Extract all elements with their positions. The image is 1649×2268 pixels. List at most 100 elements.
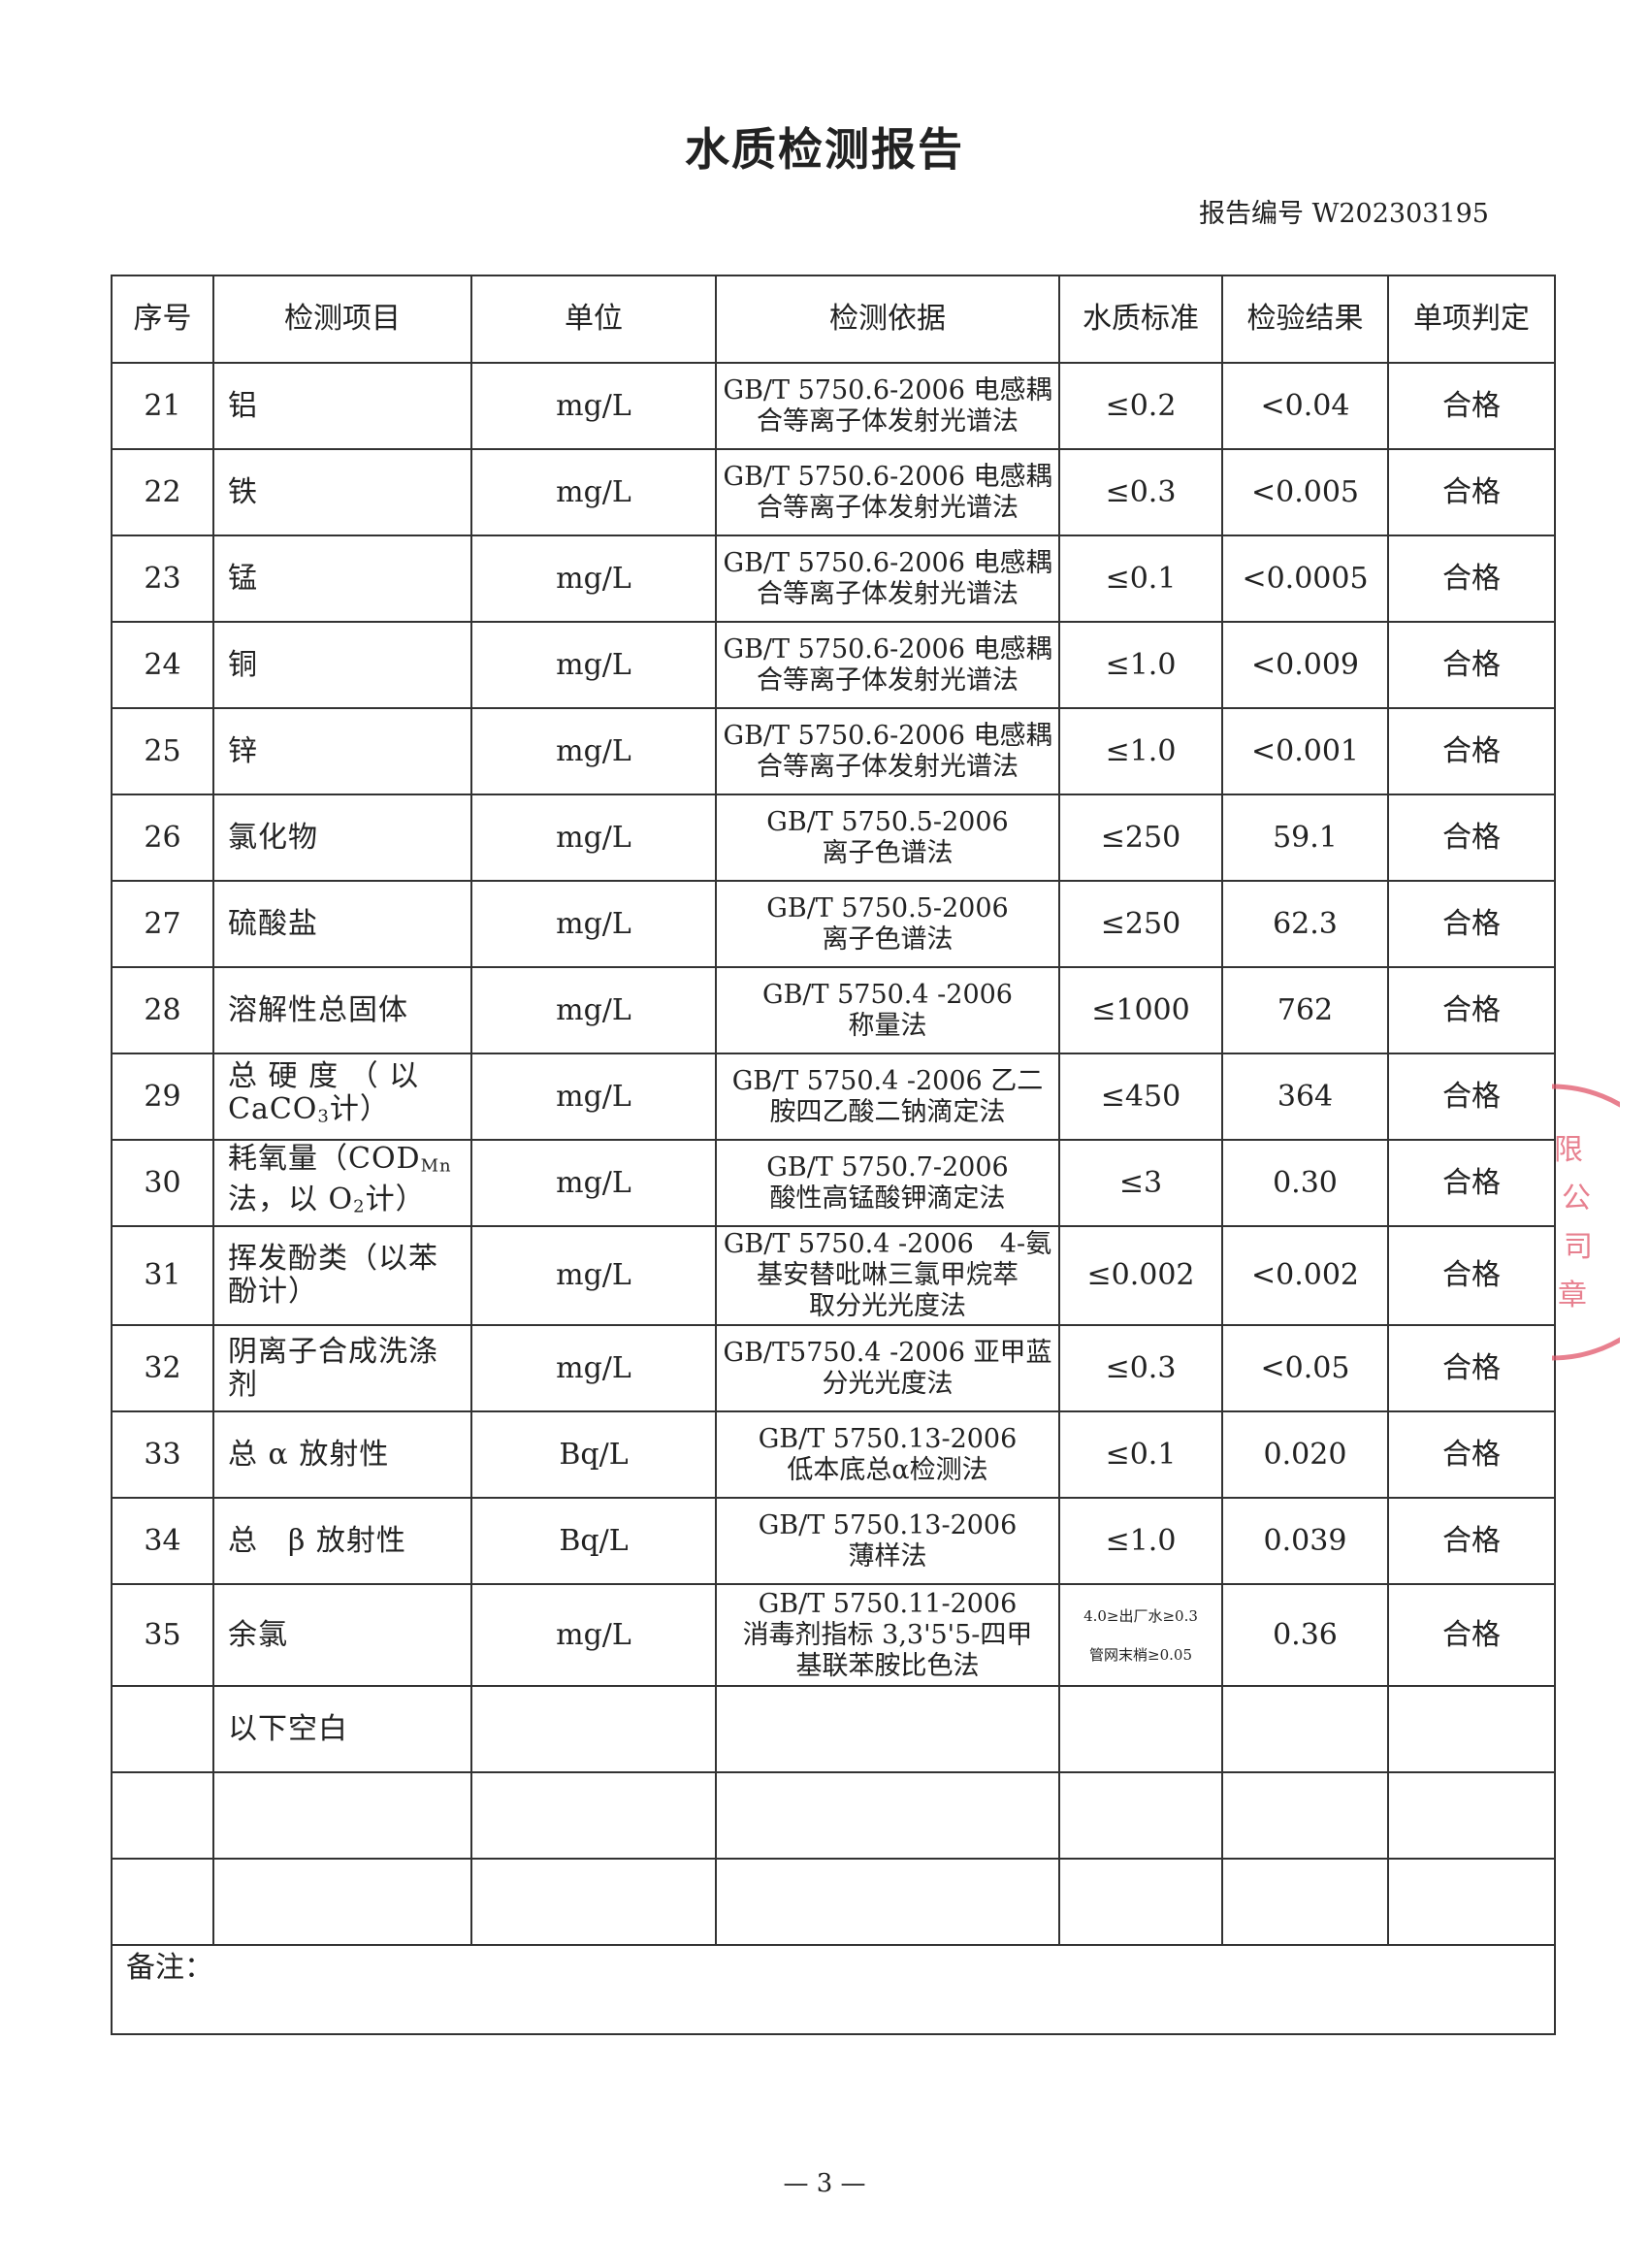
basis-line: 离子色谱法 bbox=[822, 837, 954, 868]
table-row: 30 耗氧量（CODMn法，以 O2计） mg/L GB/T 5750.7-2006 酸… bbox=[111, 1139, 1556, 1227]
item-text: 铁 bbox=[228, 474, 258, 509]
verdict: 合格 bbox=[1387, 1497, 1556, 1585]
header-item: 检测项目 bbox=[212, 275, 472, 364]
header-result: 检验结果 bbox=[1221, 275, 1389, 364]
basis-line: 合等离子体发射光谱法 bbox=[757, 751, 1018, 782]
verdict: 合格 bbox=[1387, 966, 1556, 1054]
test-result: 0.36 bbox=[1221, 1583, 1389, 1687]
standard-line: ≤1000 bbox=[1091, 992, 1190, 1027]
basis-line: 离子色谱法 bbox=[822, 923, 954, 955]
basis-line: 分光光度法 bbox=[822, 1368, 954, 1399]
test-item: 总 硬 度 （ 以 CaCO3计） bbox=[212, 1053, 472, 1141]
item-text: 总 α 放射性 bbox=[228, 1437, 390, 1472]
test-basis bbox=[715, 1771, 1060, 1860]
subscript: 2 bbox=[353, 1196, 366, 1217]
row-number: 33 bbox=[111, 1410, 214, 1499]
test-item: 铜 bbox=[212, 621, 472, 709]
item-text: 计） bbox=[365, 1182, 426, 1216]
table-header-row: 序号 检测项目 单位 检测依据 水质标准 检验结果 单项判定 bbox=[111, 275, 1556, 364]
standard-line: ≤0.3 bbox=[1105, 474, 1177, 509]
table-row bbox=[111, 1771, 1556, 1860]
table-row: 以下空白 bbox=[111, 1685, 1556, 1773]
remark-row: 备注： bbox=[111, 1944, 1556, 2035]
basis-line: GB/T 5750.6-2006 电感耦 bbox=[723, 633, 1052, 664]
unit bbox=[470, 1685, 717, 1773]
water-standard: ≤1.0 bbox=[1058, 1497, 1223, 1585]
water-standard: ≤1.0 bbox=[1058, 707, 1223, 795]
water-standard: ≤3 bbox=[1058, 1139, 1223, 1227]
water-standard bbox=[1058, 1771, 1223, 1860]
basis-line: 消毒剂指标 3,3'5'5-四甲 bbox=[742, 1619, 1033, 1650]
verdict: 合格 bbox=[1387, 621, 1556, 709]
row-number bbox=[111, 1858, 214, 1946]
basis-line: GB/T 5750.6-2006 电感耦 bbox=[723, 720, 1052, 751]
water-standard bbox=[1058, 1858, 1223, 1946]
standard-line: ≤0.002 bbox=[1086, 1258, 1195, 1292]
test-item: 溶解性总固体 bbox=[212, 966, 472, 1054]
test-result: <0.0005 bbox=[1221, 535, 1389, 623]
row-number: 32 bbox=[111, 1324, 214, 1412]
basis-line: 薄样法 bbox=[848, 1540, 927, 1571]
basis-line: 胺四乙酸二钠滴定法 bbox=[769, 1096, 1006, 1127]
test-basis bbox=[715, 1685, 1060, 1773]
basis-line: GB/T 5750.13-2006 bbox=[758, 1423, 1018, 1454]
basis-line: GB/T 5750.13-2006 bbox=[758, 1509, 1018, 1540]
standard-line: 4.0≥出厂水≥0.3 bbox=[1083, 1606, 1198, 1625]
water-standard: ≤0.1 bbox=[1058, 1410, 1223, 1499]
test-basis: GB/T 5750.4 -2006 称量法 bbox=[715, 966, 1060, 1054]
unit: mg/L bbox=[470, 448, 717, 536]
header-unit: 单位 bbox=[470, 275, 717, 364]
header-verdict: 单项判定 bbox=[1387, 275, 1556, 364]
unit: mg/L bbox=[470, 1324, 717, 1412]
row-number: 21 bbox=[111, 362, 214, 450]
unit: mg/L bbox=[470, 794, 717, 882]
test-result: 0.039 bbox=[1221, 1497, 1389, 1585]
test-item: 铁 bbox=[212, 448, 472, 536]
standard-line: ≤1.0 bbox=[1105, 1523, 1177, 1558]
standard-line: ≤0.1 bbox=[1105, 561, 1177, 596]
test-result bbox=[1221, 1771, 1389, 1860]
item-text: 锌 bbox=[228, 733, 258, 768]
water-standard: 4.0≥出厂水≥0.3 管网末梢≥0.05 bbox=[1058, 1583, 1223, 1687]
test-basis: GB/T 5750.6-2006 电感耦 合等离子体发射光谱法 bbox=[715, 621, 1060, 709]
test-item: 硫酸盐 bbox=[212, 880, 472, 968]
table-row: 29 总 硬 度 （ 以 CaCO3计） mg/L GB/T 5750.4 -2006… bbox=[111, 1053, 1556, 1141]
unit: mg/L bbox=[470, 880, 717, 968]
row-number: 31 bbox=[111, 1225, 214, 1326]
test-item: 锌 bbox=[212, 707, 472, 795]
unit: mg/L bbox=[470, 1139, 717, 1227]
table-row: 27 硫酸盐 mg/L GB/T 5750.5-2006 离子色谱法 ≤250 62.3 合格 bbox=[111, 880, 1556, 968]
header-basis: 检测依据 bbox=[715, 275, 1060, 364]
table-row: 26 氯化物 mg/L GB/T 5750.5-2006 离子色谱法 ≤250 59.1 合格 bbox=[111, 794, 1556, 882]
page-number: — 3 — bbox=[783, 2169, 866, 2198]
basis-line: GB/T 5750.6-2006 电感耦 bbox=[723, 461, 1052, 492]
table-row: 34 总 β 放射性 Bq/L GB/T 5750.13-2006 薄样法 ≤1.0 0.0… bbox=[111, 1497, 1556, 1585]
test-result: <0.005 bbox=[1221, 448, 1389, 536]
basis-line: 称量法 bbox=[848, 1010, 927, 1041]
unit bbox=[470, 1771, 717, 1860]
test-result: 62.3 bbox=[1221, 880, 1389, 968]
row-number: 30 bbox=[111, 1139, 214, 1227]
basis-line: 合等离子体发射光谱法 bbox=[757, 664, 1018, 696]
test-item bbox=[212, 1858, 472, 1946]
test-item: 铝 bbox=[212, 362, 472, 450]
verdict: 合格 bbox=[1387, 362, 1556, 450]
row-number: 28 bbox=[111, 966, 214, 1054]
test-basis: GB/T 5750.7-2006 酸性高锰酸钾滴定法 bbox=[715, 1139, 1060, 1227]
standard-line: ≤250 bbox=[1100, 906, 1181, 941]
basis-line: 取分光光度法 bbox=[809, 1291, 966, 1321]
verdict: 合格 bbox=[1387, 1410, 1556, 1499]
water-standard: ≤1000 bbox=[1058, 966, 1223, 1054]
item-text: 氯化物 bbox=[228, 820, 318, 855]
item-text: 铝 bbox=[228, 388, 258, 423]
unit: mg/L bbox=[470, 1583, 717, 1687]
table-row: 23 锰 mg/L GB/T 5750.6-2006 电感耦 合等离子体发射光谱法 ≤0.… bbox=[111, 535, 1556, 623]
test-item bbox=[212, 1771, 472, 1860]
verdict: 合格 bbox=[1387, 880, 1556, 968]
standard-line: ≤3 bbox=[1118, 1165, 1163, 1200]
header-no: 序号 bbox=[111, 275, 214, 364]
test-basis: GB/T 5750.6-2006 电感耦 合等离子体发射光谱法 bbox=[715, 535, 1060, 623]
item-text: 法，以 O bbox=[228, 1182, 354, 1216]
remark-label: 备注： bbox=[111, 1944, 1556, 2035]
subscript: Mn bbox=[420, 1155, 452, 1177]
